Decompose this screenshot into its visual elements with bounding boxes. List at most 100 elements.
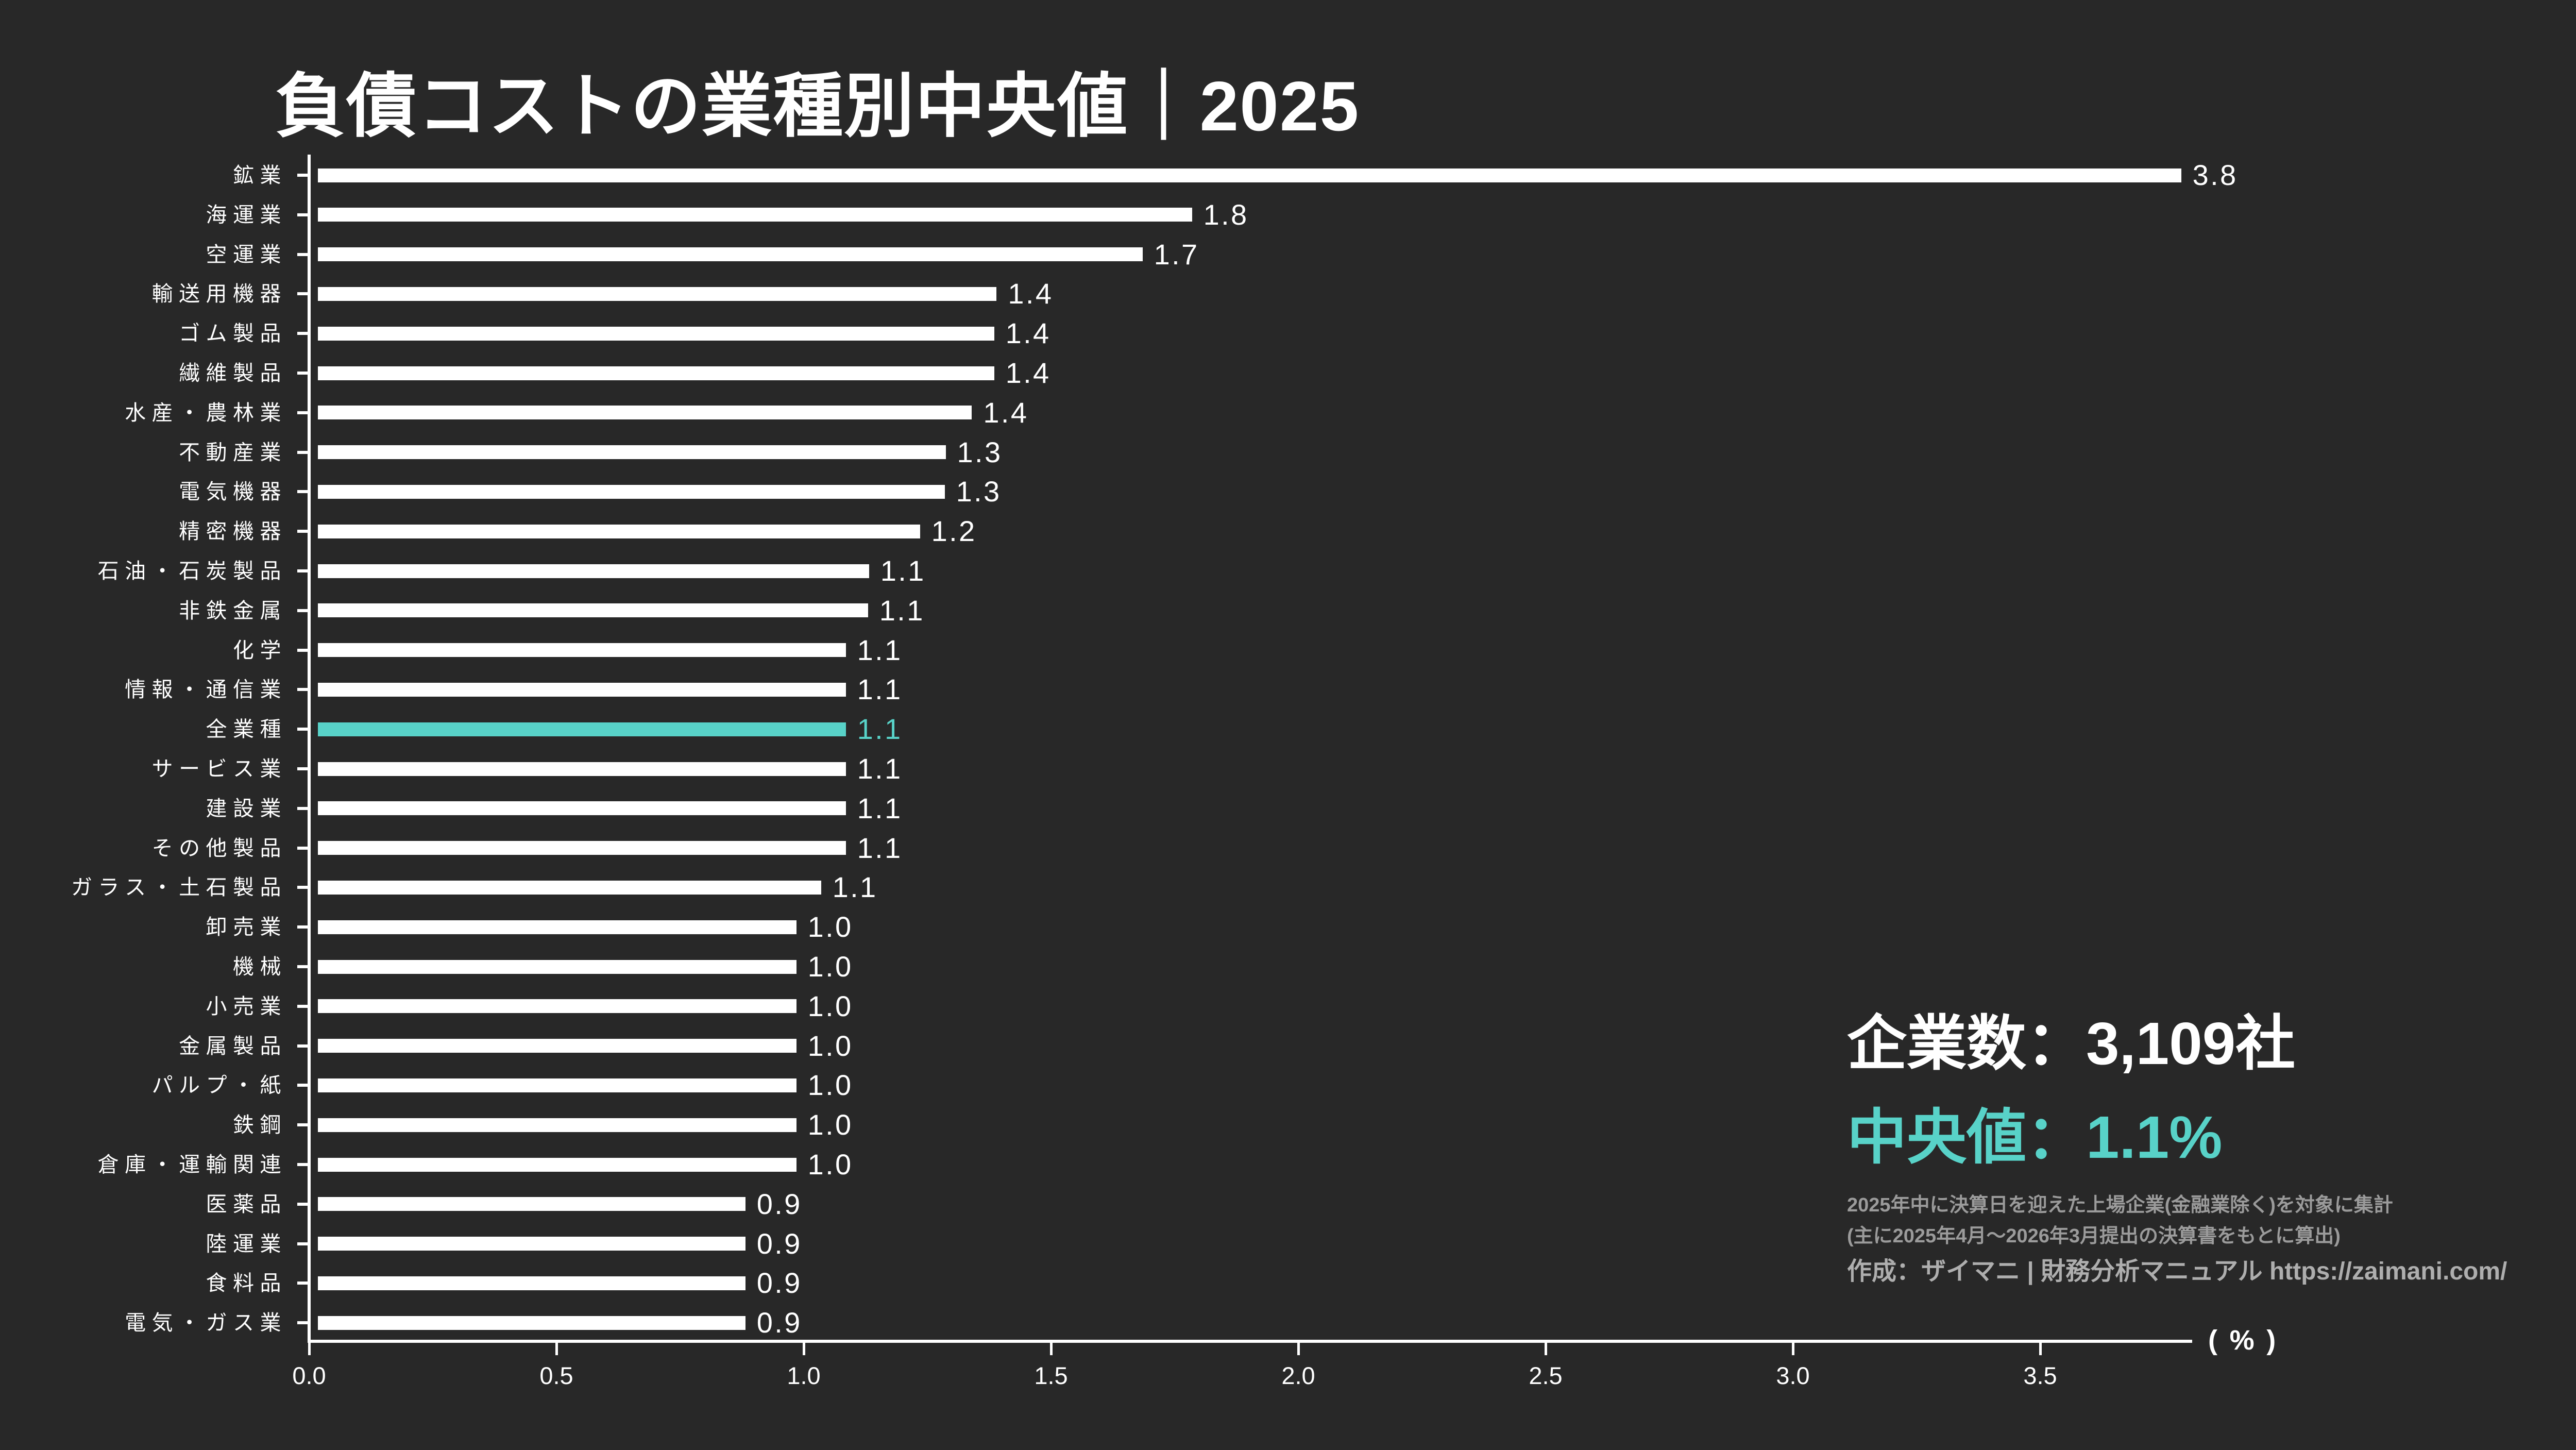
credit-line: 作成：ザイマニ | 財務分析マニュアル https://zaimani.com/	[1847, 1258, 2507, 1285]
y-tick	[297, 490, 308, 494]
bar	[318, 208, 1192, 222]
value-label: 1.3	[957, 435, 1003, 468]
category-label: 非鉄金属	[179, 598, 287, 622]
y-tick	[297, 648, 308, 652]
y-tick	[297, 925, 308, 929]
value-label: 1.0	[807, 1029, 853, 1062]
x-tick	[1297, 1340, 1300, 1355]
value-label: 1.3	[956, 475, 1002, 508]
category-label: 情報・通信業	[125, 678, 287, 702]
category-label: 石油・石炭製品	[97, 559, 287, 583]
y-tick	[297, 965, 308, 968]
y-tick	[297, 450, 308, 454]
bar	[318, 1078, 796, 1092]
bar	[318, 841, 846, 855]
value-label: 1.0	[807, 1108, 853, 1141]
note-line-1: 2025年中に決算日を迎えた上場企業(金融業除く)を対象に集計	[1847, 1194, 2393, 1216]
value-label: 3.8	[2192, 159, 2238, 191]
category-label: 電気機器	[179, 480, 287, 504]
x-tick	[2039, 1340, 2042, 1355]
bar	[318, 1157, 796, 1172]
x-tick	[1050, 1340, 1053, 1355]
category-label: その他製品	[151, 836, 287, 860]
bar	[318, 643, 846, 657]
y-tick	[297, 1123, 308, 1127]
y-tick	[297, 1282, 308, 1285]
category-label: 建設業	[206, 796, 287, 820]
value-label: 0.9	[756, 1227, 802, 1260]
category-label: パルプ・紙	[151, 1073, 287, 1098]
y-tick	[297, 1321, 308, 1325]
y-tick	[297, 886, 308, 889]
y-tick	[297, 1044, 308, 1048]
chart-title: 負債コストの業種別中央値｜2025	[275, 67, 1360, 145]
category-label: 小売業	[206, 994, 287, 1018]
y-tick	[297, 1242, 308, 1245]
category-label: 化学	[233, 638, 287, 662]
value-label: 1.1	[857, 791, 903, 824]
value-label: 1.4	[1008, 277, 1054, 310]
value-label: 1.0	[807, 1069, 853, 1102]
bar	[318, 445, 946, 460]
category-label: 卸売業	[206, 915, 287, 939]
value-label: 0.9	[756, 1306, 802, 1339]
bar	[318, 524, 920, 538]
bar	[318, 326, 994, 341]
category-label: 鉄鋼	[233, 1113, 287, 1137]
bar	[318, 564, 869, 578]
x-tick-label: 2.0	[1281, 1362, 1315, 1389]
y-tick	[297, 174, 308, 177]
value-label: 0.9	[756, 1187, 802, 1220]
bar	[318, 603, 868, 618]
x-tick	[308, 1340, 311, 1355]
category-label: 陸運業	[206, 1232, 287, 1256]
x-tick	[803, 1340, 805, 1355]
value-label: 1.0	[807, 911, 853, 943]
category-label: ガラス・土石製品	[71, 875, 287, 900]
x-axis-line	[308, 1340, 2192, 1343]
category-label: 医薬品	[206, 1192, 287, 1216]
bar	[318, 1039, 796, 1053]
x-tick-label: 0.0	[292, 1362, 326, 1389]
value-label: 1.1	[857, 673, 903, 706]
bar	[318, 762, 846, 776]
category-label: 空運業	[206, 242, 287, 266]
axis-unit-label: ( % )	[2208, 1325, 2278, 1356]
bar-highlighted	[318, 722, 846, 736]
value-label: 1.1	[880, 554, 926, 587]
value-label: 1.4	[1005, 357, 1051, 389]
bar	[318, 999, 796, 1014]
category-label: 不動産業	[179, 440, 287, 464]
category-label: 倉庫・運輸関連	[97, 1153, 287, 1176]
category-label: ゴム製品	[179, 322, 287, 346]
category-label: 輸送用機器	[151, 282, 287, 306]
y-tick	[297, 372, 308, 375]
bar	[318, 920, 796, 934]
category-label: 機械	[233, 955, 287, 979]
value-label: 1.1	[857, 713, 903, 746]
x-tick-label: 3.5	[2023, 1362, 2057, 1389]
y-tick	[297, 411, 308, 414]
y-tick	[297, 1202, 308, 1206]
value-label: 1.1	[857, 752, 903, 785]
y-tick	[297, 1163, 308, 1166]
category-label: 金属製品	[179, 1034, 287, 1058]
value-label: 1.0	[807, 989, 853, 1022]
category-label: 海運業	[206, 203, 287, 227]
y-tick	[297, 569, 308, 572]
value-label: 1.1	[879, 594, 925, 627]
value-label: 1.4	[983, 396, 1029, 429]
category-label: 食料品	[206, 1271, 287, 1295]
x-tick-label: 3.0	[1776, 1362, 1810, 1389]
x-tick-label: 2.5	[1529, 1362, 1563, 1389]
value-label: 1.1	[857, 831, 903, 864]
x-tick	[1792, 1340, 1794, 1355]
bar	[318, 1316, 745, 1330]
bar	[318, 1197, 745, 1211]
value-label: 1.0	[807, 1148, 853, 1181]
y-tick	[297, 1004, 308, 1008]
value-label: 1.1	[857, 633, 903, 666]
x-tick-label: 1.5	[1034, 1362, 1068, 1389]
y-tick	[297, 332, 308, 335]
value-label: 1.2	[931, 515, 977, 548]
